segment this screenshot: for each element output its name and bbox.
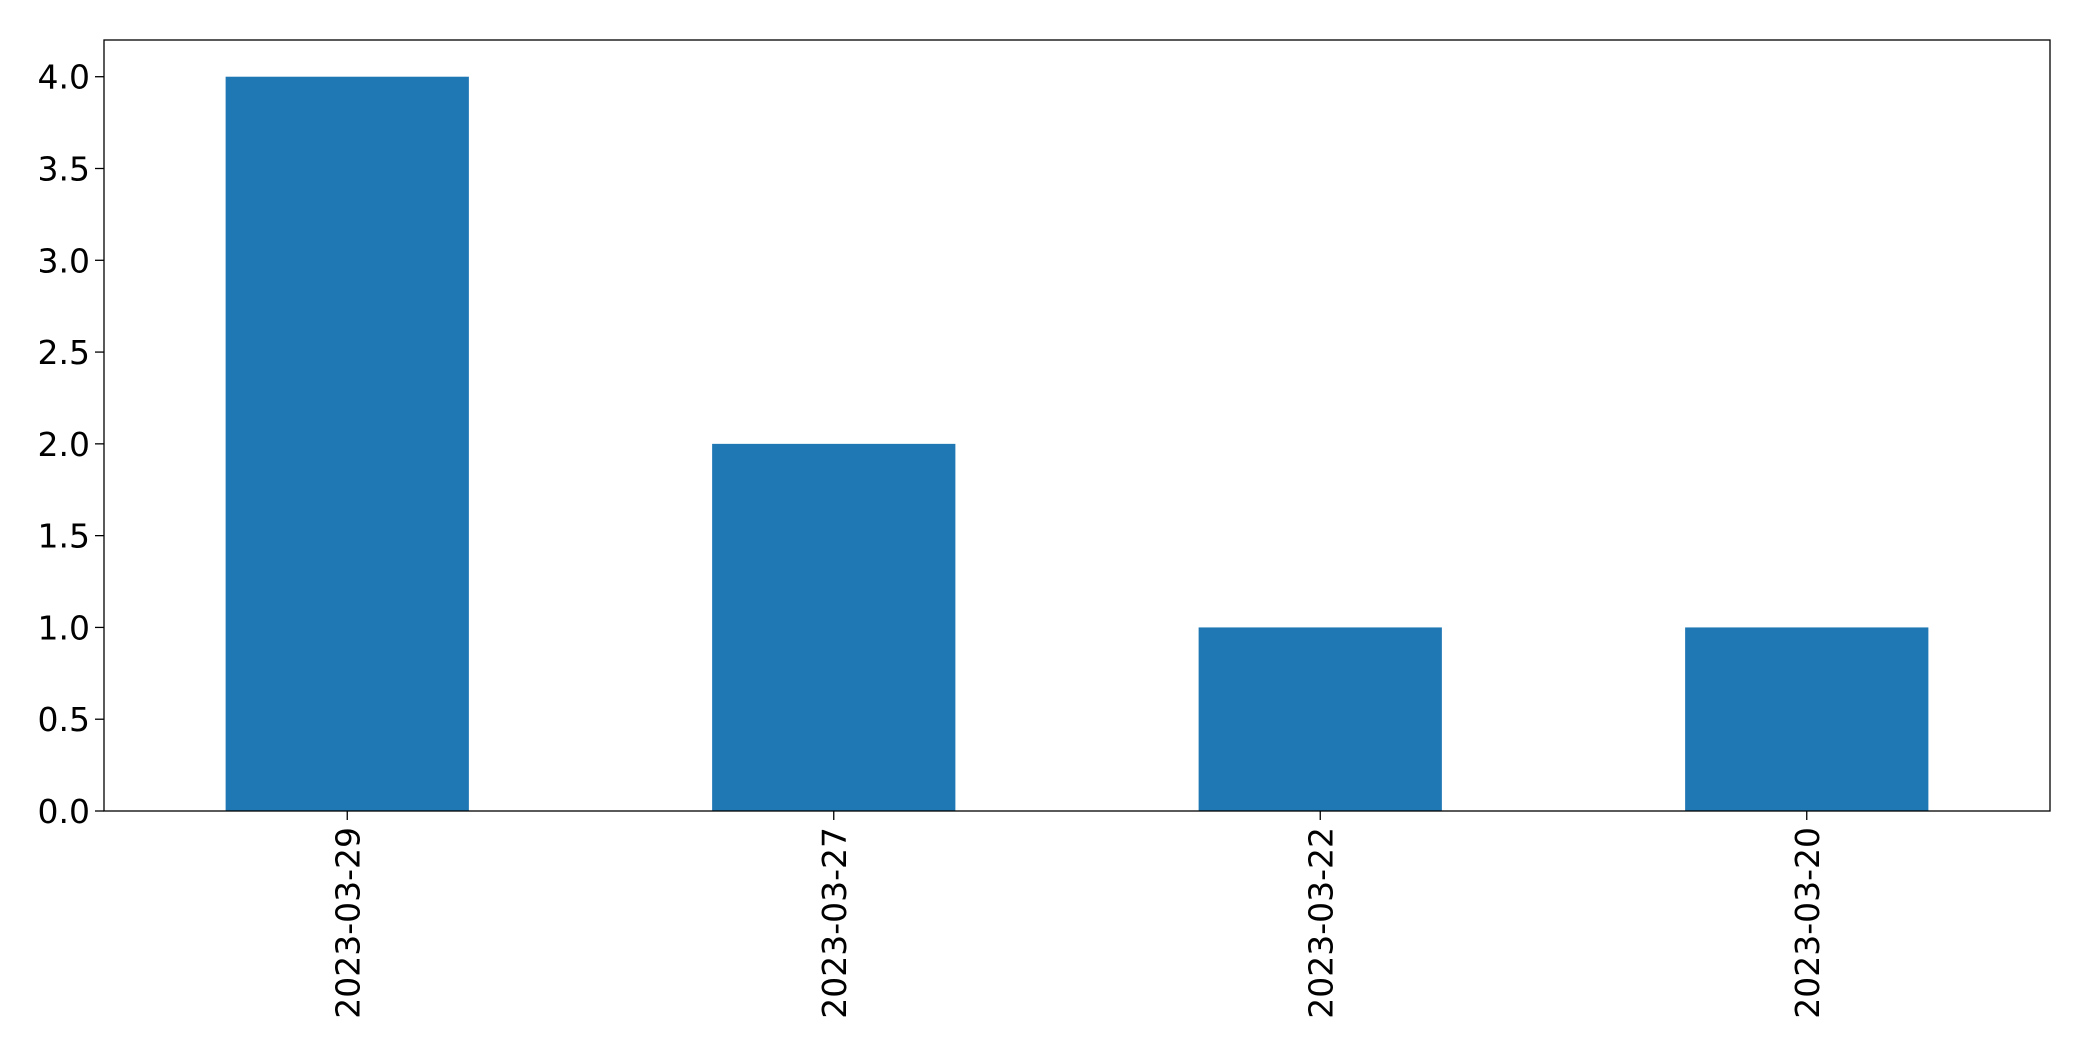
bar xyxy=(712,443,956,811)
x-axis: 2023-03-29 2023-03-27 2023-03-22 2023-03-20 xyxy=(328,811,1827,1019)
y-axis: 0.0 0.5 1.0 1.5 2.0 2.5 3.0 3.5 4.0 xyxy=(38,58,104,831)
x-tick-label: 2023-03-22 xyxy=(1301,827,1340,1019)
bar xyxy=(1685,627,1929,811)
bars-group xyxy=(225,76,1929,811)
y-tick-label: 4.0 xyxy=(38,58,90,97)
y-tick-label: 2.0 xyxy=(38,425,90,464)
y-tick-label: 1.0 xyxy=(38,608,90,647)
plot-frame xyxy=(103,39,2051,812)
y-tick-label: 3.5 xyxy=(38,150,90,189)
y-tick-label: 0.5 xyxy=(38,700,90,739)
x-tick-label: 2023-03-27 xyxy=(815,827,854,1019)
x-tick-label: 2023-03-29 xyxy=(328,827,367,1019)
x-tick-label: 2023-03-20 xyxy=(1788,827,1827,1019)
y-tick-label: 2.5 xyxy=(38,333,90,372)
y-tick-label: 1.5 xyxy=(38,517,90,556)
bar xyxy=(225,76,469,811)
y-tick-label: 0.0 xyxy=(38,792,90,831)
bar xyxy=(1198,627,1442,811)
y-tick-label: 3.0 xyxy=(38,241,90,280)
